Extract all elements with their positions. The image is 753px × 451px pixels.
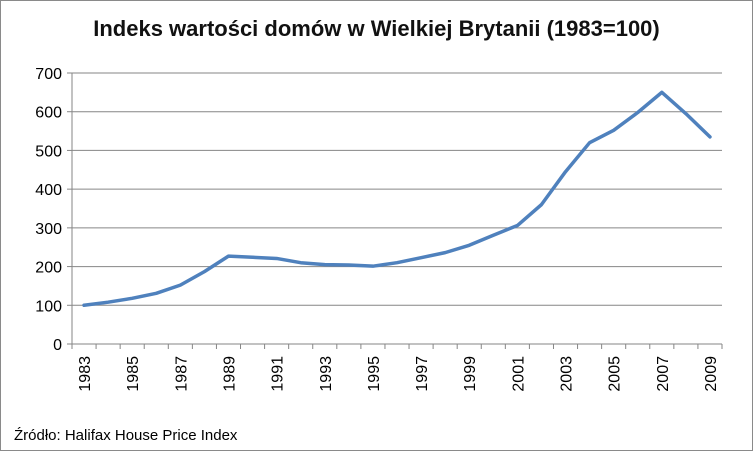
data-point-1990: [251, 256, 254, 259]
data-point-2004: [588, 141, 591, 144]
data-point-2008: [684, 112, 687, 115]
data-point-2007: [660, 91, 663, 94]
data-point-2005: [612, 129, 615, 132]
data-point-1994: [347, 264, 350, 267]
x-tick-label-1993: 1993: [318, 356, 335, 392]
y-axis-ticks: 0 100 200 300 400 500 600 700: [35, 66, 72, 354]
data-point-2001: [516, 224, 519, 227]
axes: [71, 73, 722, 345]
y-tick-label-600: 600: [35, 105, 62, 122]
x-tick-label-1983: 1983: [77, 356, 94, 392]
data-point-1987: [179, 284, 182, 287]
series-line-0: [82, 90, 712, 308]
series-layer: [82, 90, 712, 308]
x-tick-label-2005: 2005: [607, 356, 624, 392]
data-point-1997: [420, 256, 423, 259]
x-tick-label-1991: 1991: [270, 356, 287, 392]
x-tick-label-2007: 2007: [655, 356, 672, 392]
y-tick-label-300: 300: [35, 221, 62, 238]
y-tick-label-700: 700: [35, 66, 62, 83]
data-point-2006: [636, 111, 639, 114]
x-tick-label-1985: 1985: [125, 356, 142, 392]
x-tick-label-1995: 1995: [366, 356, 383, 392]
gridlines: [72, 72, 722, 306]
data-point-1988: [203, 270, 206, 273]
data-point-2003: [564, 170, 567, 173]
y-tick-label-500: 500: [35, 143, 62, 160]
x-axis-ticks: 1983 1985 1987 1989 1991 1993 1995 1997 1999 2001…: [71, 344, 723, 392]
y-tick-label-100: 100: [35, 298, 62, 315]
data-point-1989: [227, 255, 230, 258]
x-tick-label-2003: 2003: [559, 356, 576, 392]
data-point-2002: [540, 203, 543, 206]
x-tick-label-1987: 1987: [173, 356, 190, 392]
y-tick-label-400: 400: [35, 182, 62, 199]
x-tick-label-1989: 1989: [221, 356, 238, 392]
data-point-1996: [396, 261, 399, 264]
x-tick-label-2001: 2001: [510, 356, 527, 392]
data-point-1984: [107, 301, 110, 304]
data-point-2009: [708, 135, 711, 138]
x-tick-label-2009: 2009: [703, 356, 720, 392]
data-point-1995: [371, 265, 374, 268]
source-note: Źródło: Halifax House Price Index: [14, 427, 238, 444]
data-point-1985: [131, 297, 134, 300]
data-point-1993: [323, 263, 326, 266]
data-point-1986: [155, 292, 158, 295]
x-tick-label-1997: 1997: [414, 356, 431, 392]
data-point-2000: [492, 234, 495, 237]
x-tick-label-1999: 1999: [462, 356, 479, 392]
data-point-1983: [83, 304, 86, 307]
y-tick-label-0: 0: [53, 337, 62, 354]
data-point-1992: [299, 261, 302, 264]
data-point-1998: [444, 251, 447, 254]
y-tick-label-200: 200: [35, 260, 62, 277]
data-point-1991: [275, 257, 278, 260]
data-point-1999: [468, 244, 471, 247]
chart-title: Indeks wartości domów w Wielkiej Brytani…: [93, 16, 660, 41]
